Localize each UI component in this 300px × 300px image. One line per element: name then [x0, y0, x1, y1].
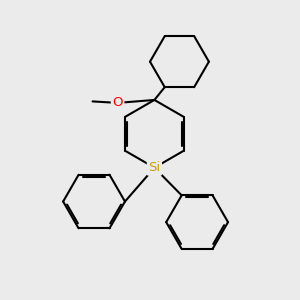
Text: O: O [112, 96, 123, 110]
Text: Si: Si [148, 161, 160, 174]
